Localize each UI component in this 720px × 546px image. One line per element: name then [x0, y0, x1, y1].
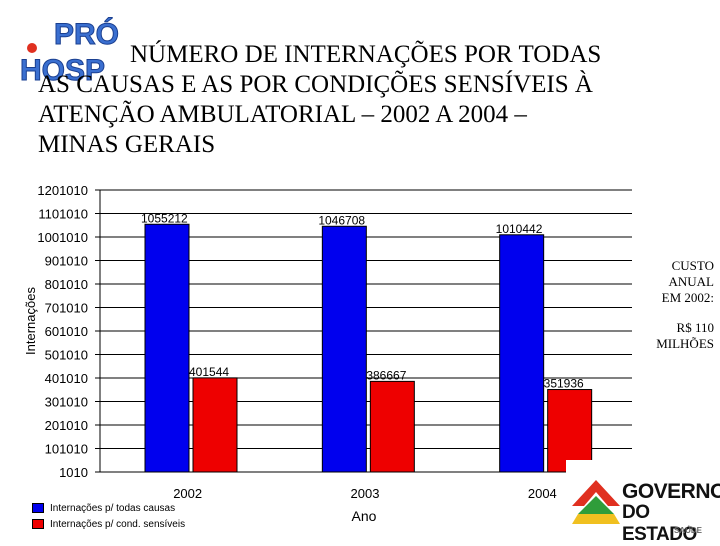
- page-title: NÚMERO DE INTERNAÇÕES POR TODAS AS CAUSA…: [38, 40, 698, 160]
- y-tick-label: 101010: [45, 442, 88, 457]
- cost-note: CUSTO ANUAL EM 2002: R$ 110 MILHÕES: [628, 258, 714, 352]
- y-tick-label: 401010: [45, 371, 88, 386]
- y-tick-label: 1201010: [37, 183, 88, 198]
- bar-cond-sensiveis: [369, 380, 415, 473]
- y-tick-label: 1101010: [38, 207, 88, 222]
- governo-logo-line3: SAÚDE: [674, 526, 703, 535]
- legend-item-series1: Internações p/ todas causas: [32, 500, 185, 516]
- x-axis-title: Ano: [352, 508, 377, 524]
- logo-line2: HOSP: [20, 54, 105, 87]
- x-tick-label: 2002: [173, 486, 202, 501]
- data-label: 1046708: [318, 213, 365, 227]
- cost-note-line-1: CUSTO: [671, 258, 714, 273]
- data-label: 351936: [544, 377, 584, 391]
- governo-logo-mark: [572, 480, 620, 524]
- data-label: 1055212: [141, 211, 188, 225]
- cost-note-line-2: ANUAL: [668, 274, 715, 289]
- y-tick-label: 1010: [59, 465, 88, 480]
- cost-note-value-1: R$ 110: [676, 320, 714, 335]
- governo-logo-line2: DO ESTADO: [622, 502, 697, 545]
- title-line-3: ATENÇÃO AMBULATORIAL – 2002 A 2004 –: [38, 101, 527, 128]
- bar-cond-sensiveis: [547, 389, 593, 473]
- logo-line1: PRÓ: [54, 17, 119, 51]
- legend-swatch-red: [32, 519, 44, 529]
- title-line-2: AS CAUSAS E AS POR CONDIÇÕES SENSÍVEIS À: [38, 71, 593, 98]
- legend-swatch-blue: [32, 503, 44, 513]
- y-tick-label: 601010: [45, 324, 88, 339]
- legend-label-series1: Internações p/ todas causas: [50, 502, 176, 514]
- data-label: 386667: [366, 368, 406, 382]
- bar-cond-sensiveis: [192, 377, 238, 473]
- y-tick-label: 201010: [45, 418, 88, 433]
- cost-note-line-3: EM 2002:: [661, 290, 714, 305]
- y-axis-title: Internações: [23, 287, 38, 355]
- y-tick-label: 901010: [45, 254, 88, 269]
- bar-todas-causas: [144, 223, 190, 473]
- bar-todas-causas: [499, 234, 545, 473]
- legend-item-series2: Internações p/ cond. sensíveis: [32, 516, 185, 532]
- y-tick-label: 501010: [45, 348, 88, 363]
- data-label: 1010442: [496, 222, 543, 236]
- x-tick-label: 2003: [351, 486, 380, 501]
- x-tick-label: 2004: [528, 486, 557, 501]
- title-line-1: NÚMERO DE INTERNAÇÕES POR TODAS: [130, 41, 602, 68]
- chart-legend: Internações p/ todas causas Internações …: [32, 500, 185, 532]
- y-tick-label: 701010: [45, 301, 88, 316]
- title-line-4: MINAS GERAIS: [38, 131, 216, 158]
- governo-logo-line1: GOVERNO: [622, 480, 720, 503]
- y-tick-label: 1001010: [37, 230, 88, 245]
- prohosp-logo: PRÓ HOSP: [20, 17, 120, 88]
- logo-dot: [27, 43, 37, 53]
- bar-todas-causas: [321, 225, 367, 473]
- governo-logo: GOVERNO DO ESTADO SAÚDE: [566, 460, 720, 545]
- y-tick-label: 301010: [45, 395, 88, 410]
- data-label: 401544: [189, 365, 229, 379]
- y-tick-label: 801010: [45, 277, 88, 292]
- cost-note-value-2: MILHÕES: [656, 336, 714, 351]
- legend-label-series2: Internações p/ cond. sensíveis: [50, 518, 186, 530]
